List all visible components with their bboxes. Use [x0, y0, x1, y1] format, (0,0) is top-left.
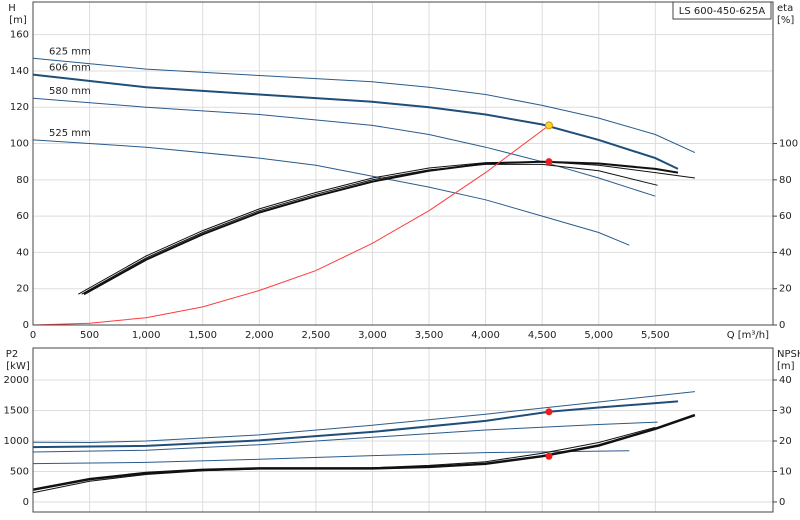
y-tick-label: 100: [10, 139, 29, 150]
y2-tick-label: 60: [779, 211, 792, 222]
operating-point: [545, 408, 553, 416]
y-tick-label: 60: [16, 211, 29, 222]
y2-tick-label: 100: [779, 139, 798, 150]
y-tick-label: 160: [10, 30, 29, 41]
y2-tick-label: 20: [779, 436, 792, 447]
y-tick-label: 1000: [4, 436, 29, 447]
x-tick-label: 2,500: [302, 330, 331, 341]
y-tick-label: 120: [10, 102, 29, 113]
curve: [32, 421, 658, 453]
y2-tick-label: 30: [779, 405, 792, 416]
chart-title: LS 600-450-625A: [679, 6, 766, 17]
curve: [78, 161, 695, 295]
x-tick-label: 1,500: [188, 330, 217, 341]
y-tick-label: 80: [16, 175, 29, 186]
y2-axis-label: NPSH: [777, 349, 800, 360]
x-tick-label: 4,000: [471, 330, 500, 341]
y-axis-label: H: [8, 3, 16, 14]
x-tick-label: 5,000: [584, 330, 613, 341]
x-tick-label: 0: [30, 330, 36, 341]
curve: [32, 57, 696, 154]
y-axis-unit: [kW]: [6, 361, 30, 372]
plot-area: [33, 2, 773, 325]
y-tick-label: 500: [10, 467, 29, 478]
y2-tick-label: 80: [779, 175, 792, 186]
curve: [32, 124, 550, 326]
x-tick-label: 2,000: [245, 330, 274, 341]
y2-tick-label: 40: [779, 247, 792, 258]
curve: [32, 450, 630, 465]
curve-label: 625 mm: [49, 46, 91, 57]
curve: [32, 391, 695, 444]
y2-tick-label: 40: [779, 375, 792, 386]
y2-tick-label: 0: [779, 497, 785, 508]
x-tick-label: 4,500: [528, 330, 557, 341]
x-tick-label: 3,000: [358, 330, 387, 341]
y-tick-label: 140: [10, 66, 29, 77]
y2-tick-label: 0: [779, 320, 785, 331]
x-tick-label: 500: [80, 330, 99, 341]
y-tick-label: 1500: [4, 406, 29, 417]
title-box: [672, 1, 772, 20]
plot-frame: [32, 1, 774, 326]
curve: [32, 400, 679, 449]
plot-area: [33, 348, 773, 512]
y2-axis-label: eta: [777, 3, 793, 14]
y-axis-unit: [m]: [9, 15, 27, 26]
curve-label: 580 mm: [49, 86, 91, 97]
y-tick-label: 40: [16, 247, 29, 258]
y-tick-label: 20: [16, 284, 29, 295]
curve-label: 525 mm: [49, 128, 91, 139]
x-tick-label: 3,500: [415, 330, 444, 341]
x-tick-label: 5,500: [641, 330, 670, 341]
y2-axis-unit: [%]: [777, 15, 794, 26]
y2-tick-label: 20: [779, 284, 792, 295]
y2-axis-unit: [m]: [777, 361, 795, 372]
curve: [83, 160, 679, 296]
operating-point: [545, 452, 553, 460]
curve: [32, 426, 656, 494]
y-tick-label: 0: [23, 320, 29, 331]
curve: [32, 73, 679, 170]
curve: [81, 163, 658, 295]
y2-tick-label: 10: [779, 466, 792, 477]
curve: [32, 139, 630, 246]
x-axis-label: Q [m³/h]: [727, 330, 769, 341]
y-axis-label: P2: [6, 349, 18, 360]
curve: [32, 413, 696, 491]
y-tick-label: 0: [23, 497, 29, 508]
curve-label: 606 mm: [49, 63, 91, 74]
plot-frame: [32, 347, 774, 513]
operating-point: [545, 158, 553, 166]
x-tick-label: 1,000: [132, 330, 161, 341]
curve: [32, 97, 656, 197]
y-tick-label: 2000: [4, 375, 29, 386]
operating-point: [544, 121, 553, 130]
